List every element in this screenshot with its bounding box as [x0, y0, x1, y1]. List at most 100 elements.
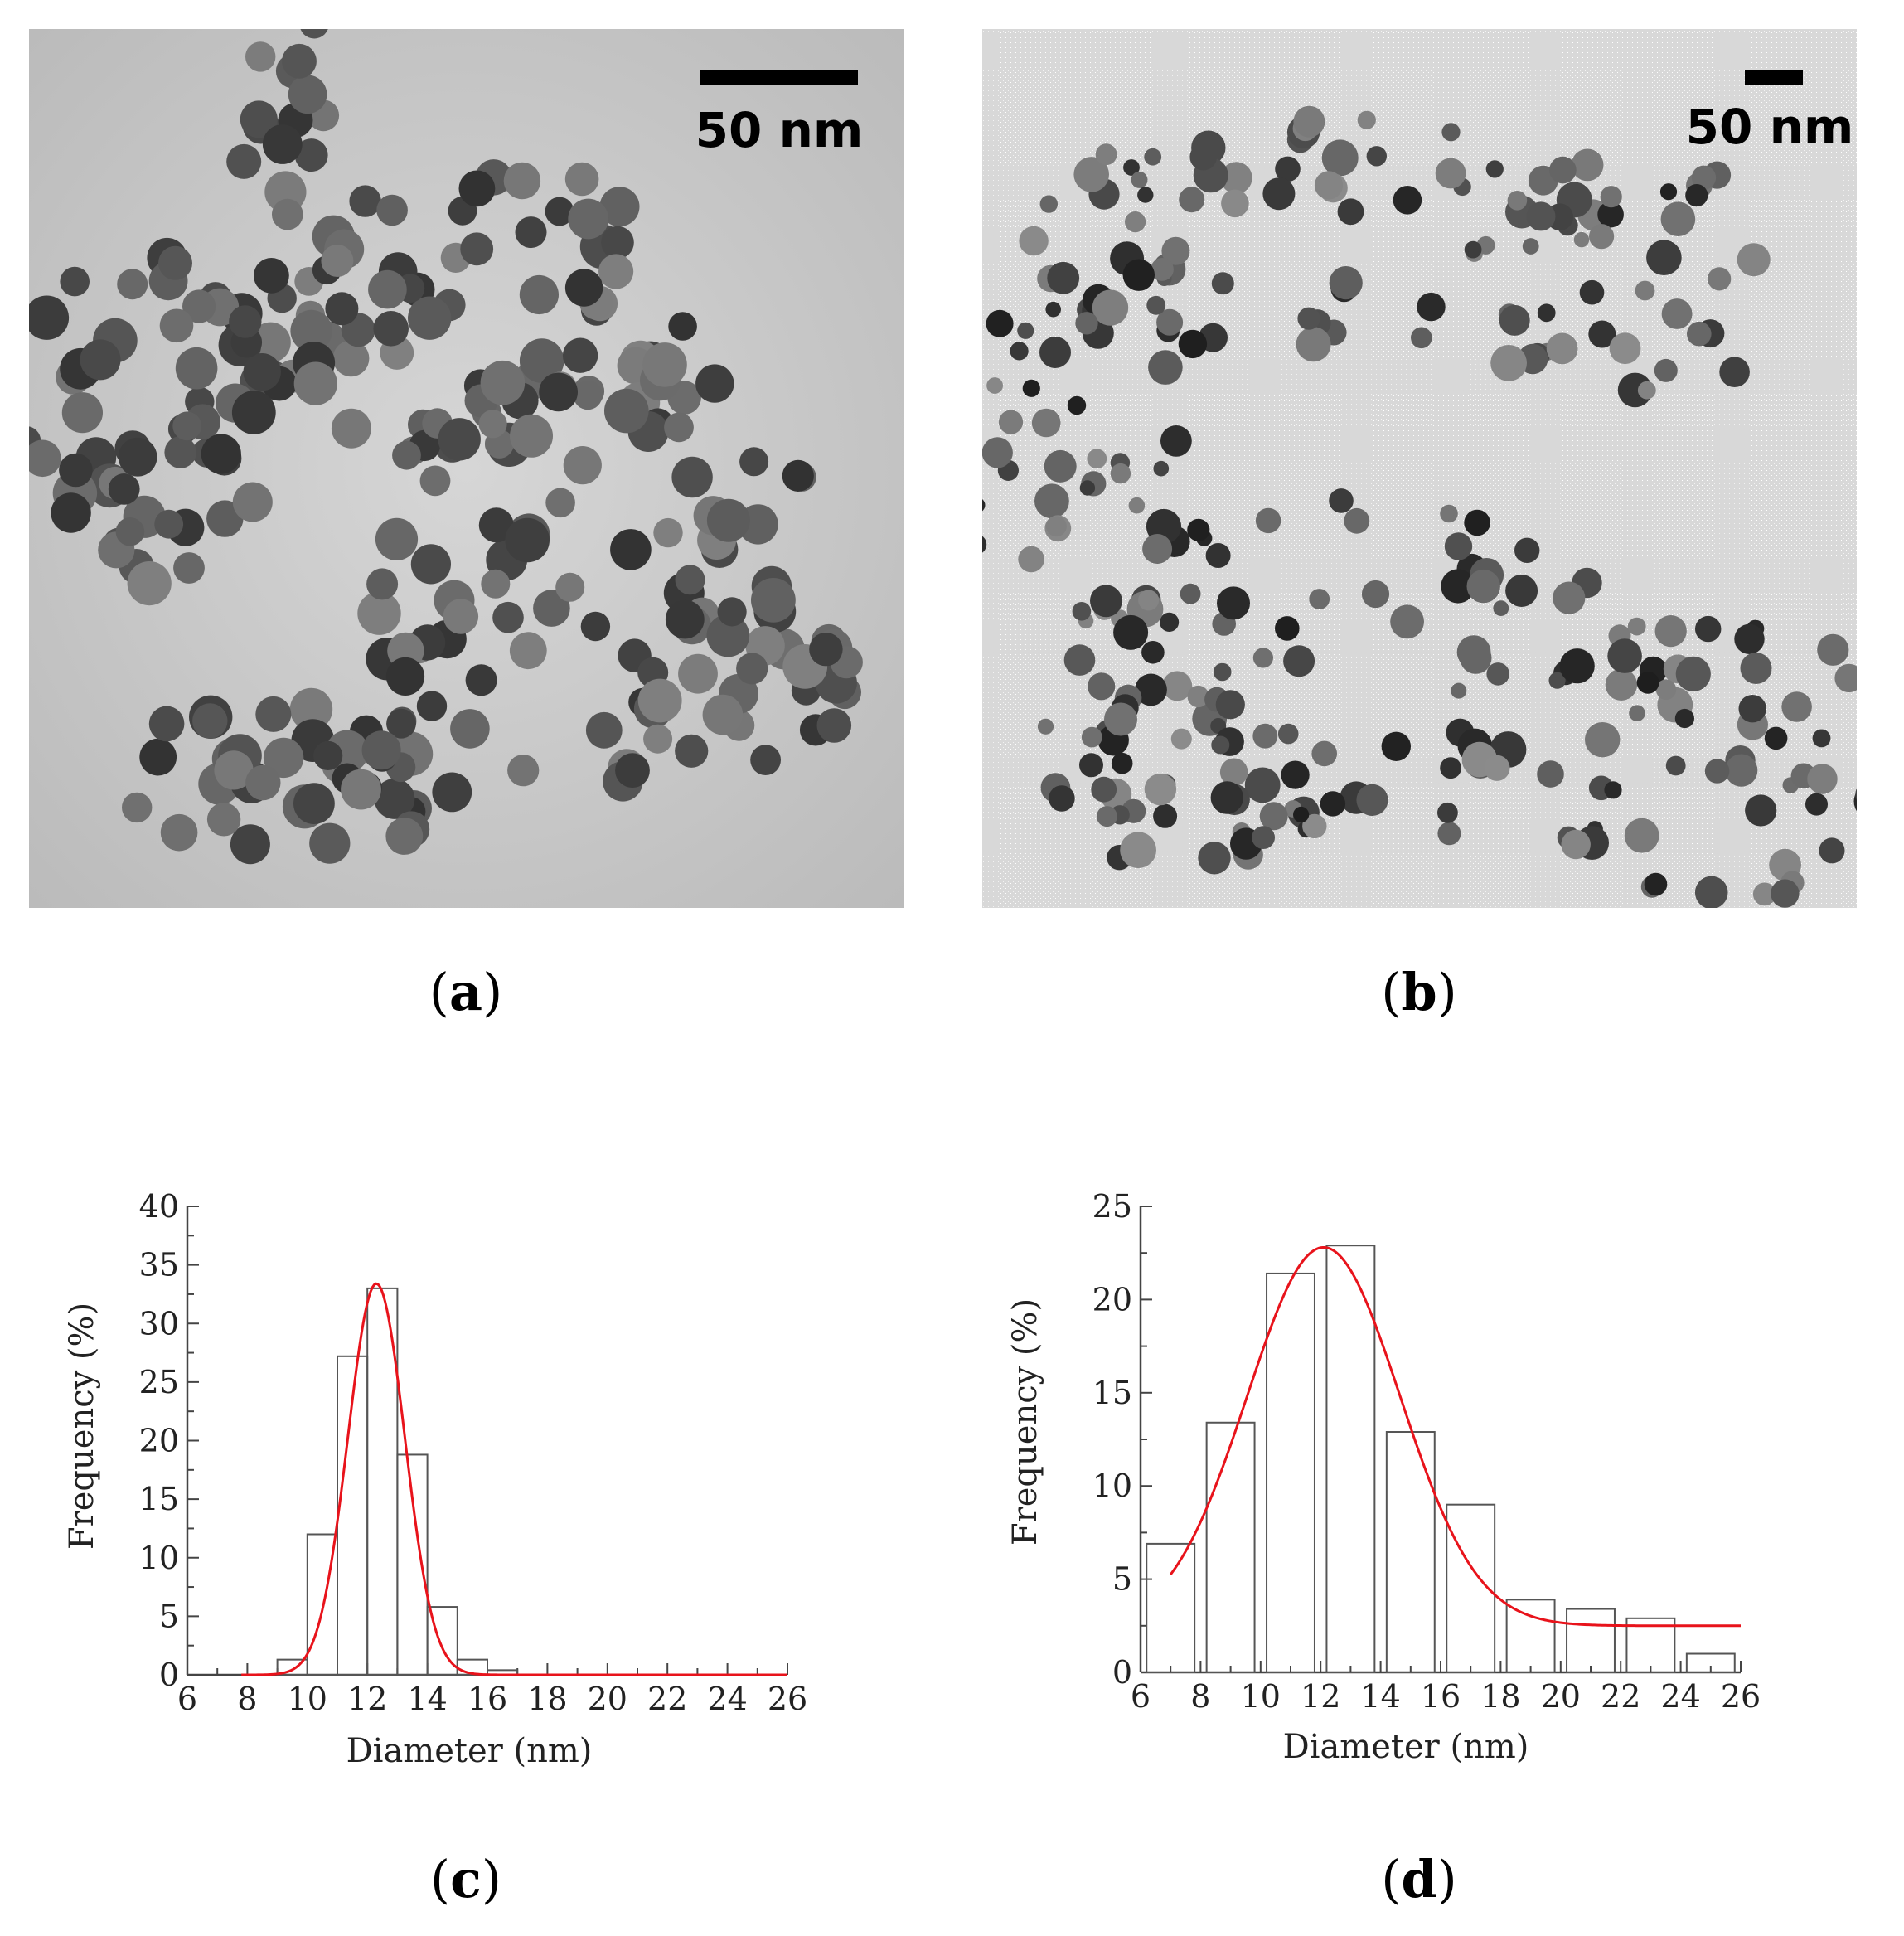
nanoparticle — [1549, 156, 1577, 184]
nanoparticle — [510, 414, 553, 458]
nanoparticle — [1161, 236, 1190, 265]
nanoparticle — [809, 633, 843, 667]
nanoparticle — [1441, 123, 1461, 142]
nanoparticle — [1490, 345, 1527, 381]
nanoparticle — [1548, 672, 1566, 689]
nanoparticle — [509, 632, 547, 670]
nanoparticle — [1417, 292, 1446, 322]
nanoparticle — [1704, 759, 1730, 784]
nanoparticle — [982, 437, 1013, 468]
nanoparticle — [1486, 662, 1509, 686]
nanoparticle — [51, 492, 91, 533]
nanoparticle — [505, 517, 550, 563]
x-tick-label-d: 12 — [1301, 1678, 1340, 1715]
nanoparticle — [1141, 641, 1165, 664]
nanoparticle — [706, 614, 750, 657]
nanoparticle — [1148, 350, 1183, 385]
nanoparticle — [309, 822, 351, 864]
histogram-bar-c — [426, 1606, 458, 1676]
nanoparticle — [229, 305, 262, 338]
nanoparticle — [1075, 312, 1098, 335]
nanoparticle — [139, 738, 177, 776]
nanoparticle — [1215, 690, 1245, 720]
scale-bar-a — [700, 70, 858, 85]
x-tick-label-c: 8 — [237, 1681, 257, 1717]
nanoparticle — [432, 772, 472, 813]
nanoparticle — [1179, 187, 1205, 213]
nanoparticle — [1211, 735, 1230, 755]
nanoparticle — [243, 353, 281, 391]
nanoparticle — [1561, 829, 1591, 860]
nanoparticle — [1635, 280, 1655, 301]
x-tick-label-d: 10 — [1241, 1678, 1281, 1715]
y-axis-title-c: Frequency (%) — [63, 1303, 101, 1550]
nanoparticle — [671, 456, 713, 498]
nanoparticle — [1719, 357, 1750, 388]
histogram-bar-d — [1625, 1617, 1676, 1673]
nanoparticle — [1063, 644, 1096, 676]
nanoparticle — [1637, 381, 1656, 400]
x-tick-label-d: 18 — [1480, 1678, 1520, 1715]
nanoparticle — [1665, 755, 1686, 776]
nanoparticle — [1087, 449, 1107, 469]
nanoparticle — [206, 500, 244, 537]
nanoparticle — [1553, 581, 1586, 614]
nanoparticle — [1178, 329, 1208, 359]
nanoparticle — [1644, 872, 1668, 896]
x-tick-label-c: 26 — [768, 1681, 807, 1717]
nanoparticle — [1072, 602, 1092, 621]
nanoparticle — [164, 436, 196, 468]
nanoparticle — [115, 517, 145, 546]
nanoparticle — [1819, 837, 1845, 864]
nanoparticle — [1740, 653, 1772, 684]
nanoparticle — [1262, 177, 1296, 211]
nanoparticle — [1088, 672, 1116, 701]
nanoparticle — [1805, 793, 1828, 816]
nanoparticle — [458, 170, 496, 207]
nanoparticle — [782, 459, 814, 492]
histogram-bar-d — [1385, 1431, 1436, 1673]
nanoparticle — [1485, 160, 1504, 178]
nanoparticle — [1609, 332, 1641, 365]
nanoparticle — [1460, 642, 1492, 674]
nanoparticle — [1366, 146, 1387, 167]
nanoparticle — [118, 437, 157, 477]
nanoparticle — [1120, 832, 1156, 869]
nanoparticle — [1135, 673, 1167, 706]
nanoparticle — [1091, 776, 1117, 803]
nanoparticle — [573, 381, 603, 410]
y-tick-label-c: 20 — [139, 1423, 179, 1459]
nanoparticle — [998, 410, 1024, 434]
nanoparticle — [450, 709, 490, 749]
nanoparticle — [160, 813, 198, 852]
histogram-bar-d — [1685, 1652, 1736, 1674]
nanoparticle — [1219, 758, 1248, 787]
nanoparticle — [357, 591, 401, 635]
x-tick-label-c: 12 — [347, 1681, 387, 1717]
nanoparticle — [385, 818, 424, 855]
x-tick-label-c: 16 — [468, 1681, 507, 1717]
x-tick-label-d: 26 — [1721, 1678, 1761, 1715]
nanoparticle — [739, 447, 769, 477]
nanoparticle — [1296, 327, 1331, 362]
nanoparticle — [332, 340, 370, 377]
nanoparticle — [410, 544, 451, 585]
nanoparticle — [695, 364, 734, 403]
nanoparticle — [1096, 806, 1117, 827]
nanoparticle — [1010, 342, 1029, 361]
nanoparticle — [1588, 320, 1616, 348]
nanoparticle — [1675, 656, 1711, 692]
nanoparticle — [1079, 480, 1096, 496]
nanoparticle — [1708, 267, 1732, 291]
nanoparticle — [519, 274, 560, 315]
panel-label-a: (a) — [429, 962, 503, 1022]
nanoparticle — [122, 792, 153, 823]
nanoparticle — [1771, 879, 1800, 908]
nanoparticle — [1605, 668, 1638, 701]
nanoparticle — [386, 708, 416, 739]
nanoparticle — [1361, 580, 1390, 609]
nanoparticle — [1764, 726, 1788, 750]
nanoparticle — [1146, 295, 1166, 315]
nanoparticle — [750, 745, 781, 775]
nanoparticle — [1725, 754, 1758, 787]
